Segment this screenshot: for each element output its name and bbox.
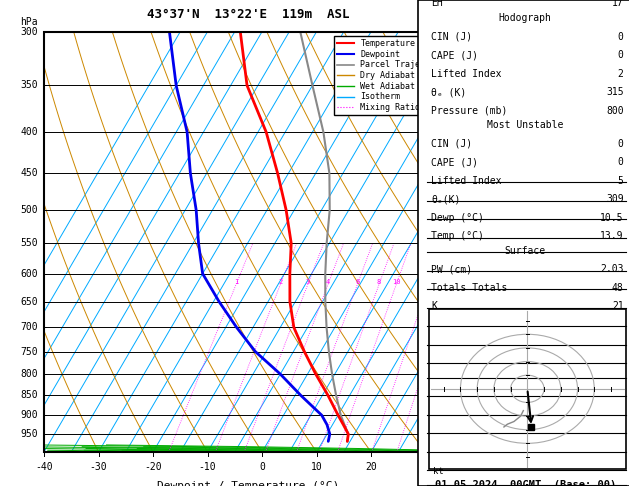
Text: 3: 3	[306, 279, 309, 285]
Text: Hodograph: Hodograph	[499, 13, 552, 23]
Text: 48: 48	[612, 283, 623, 293]
Text: 6: 6	[457, 127, 463, 137]
Text: 20: 20	[365, 463, 377, 472]
Text: 600: 600	[20, 269, 38, 278]
Text: Dewpoint / Temperature (°C): Dewpoint / Temperature (°C)	[157, 482, 340, 486]
Text: Mixing Ratio (g/kg): Mixing Ratio (g/kg)	[471, 191, 480, 293]
Text: 900: 900	[20, 410, 38, 420]
Text: -20: -20	[144, 463, 162, 472]
Text: EH: EH	[431, 0, 443, 8]
Text: 315: 315	[606, 87, 623, 97]
Text: 8: 8	[457, 27, 463, 36]
Text: 5: 5	[457, 205, 463, 215]
Text: Temp (°C): Temp (°C)	[431, 231, 484, 241]
Text: Pressure (mb): Pressure (mb)	[431, 105, 508, 116]
Text: PW (cm): PW (cm)	[431, 264, 472, 275]
Text: θₑ(K): θₑ(K)	[431, 194, 460, 204]
Text: Lifted Index: Lifted Index	[431, 69, 501, 79]
Text: 800: 800	[20, 369, 38, 379]
Text: 309: 309	[606, 194, 623, 204]
Text: kt: kt	[433, 467, 444, 476]
Text: Surface: Surface	[504, 246, 546, 256]
Text: 43°37'N  13°22'E  119m  ASL: 43°37'N 13°22'E 119m ASL	[147, 8, 350, 21]
Text: θₑ (K): θₑ (K)	[431, 87, 466, 97]
Text: 8: 8	[377, 279, 381, 285]
Text: Most Unstable: Most Unstable	[487, 121, 564, 130]
Text: CAPE (J): CAPE (J)	[431, 50, 478, 60]
Text: 400: 400	[20, 127, 38, 137]
Text: 550: 550	[20, 238, 38, 248]
Text: 0: 0	[259, 463, 265, 472]
Text: 700: 700	[20, 322, 38, 332]
Bar	[429, 309, 626, 469]
Text: 1: 1	[234, 279, 238, 285]
Text: 30: 30	[420, 463, 431, 472]
Text: K: K	[431, 301, 437, 312]
Text: 2: 2	[457, 369, 463, 379]
Text: 6: 6	[355, 279, 359, 285]
Text: 5: 5	[618, 176, 623, 186]
Text: 750: 750	[20, 347, 38, 357]
Text: 500: 500	[20, 205, 38, 215]
Text: 650: 650	[20, 296, 38, 307]
Text: CAPE (J): CAPE (J)	[431, 157, 478, 167]
Text: 7: 7	[457, 27, 463, 36]
Text: 300: 300	[20, 27, 38, 36]
Text: 4: 4	[326, 279, 330, 285]
Text: 15: 15	[424, 279, 433, 285]
Text: 1: 1	[457, 410, 463, 420]
Text: 0: 0	[618, 139, 623, 149]
Text: 4: 4	[457, 269, 463, 278]
Text: -30: -30	[90, 463, 108, 472]
Text: km
ASL: km ASL	[455, 9, 471, 27]
Text: LCL: LCL	[457, 436, 475, 446]
Text: 450: 450	[20, 168, 38, 178]
Text: 20: 20	[448, 279, 456, 285]
Text: 13.9: 13.9	[600, 231, 623, 241]
Text: Dewp (°C): Dewp (°C)	[431, 213, 484, 223]
Text: 2: 2	[618, 69, 623, 79]
Legend: Temperature, Dewpoint, Parcel Trajectory, Dry Adiabat, Wet Adiabat, Isotherm, Mi: Temperature, Dewpoint, Parcel Trajectory…	[334, 36, 448, 115]
Text: 2.03: 2.03	[600, 264, 623, 275]
Text: -40: -40	[35, 463, 53, 472]
Text: 10: 10	[311, 463, 323, 472]
Text: Lifted Index: Lifted Index	[431, 176, 501, 186]
Text: 21: 21	[612, 301, 623, 312]
Text: CIN (J): CIN (J)	[431, 32, 472, 42]
Text: 3: 3	[457, 322, 463, 332]
Text: -10: -10	[199, 463, 216, 472]
Text: 950: 950	[20, 429, 38, 439]
Text: 01.05.2024  00GMT  (Base: 00): 01.05.2024 00GMT (Base: 00)	[435, 480, 616, 486]
Text: 10.5: 10.5	[600, 213, 623, 223]
Text: 800: 800	[606, 105, 623, 116]
Text: 0: 0	[618, 50, 623, 60]
Text: 350: 350	[20, 80, 38, 90]
Text: 17: 17	[612, 0, 623, 8]
Text: 850: 850	[20, 390, 38, 400]
Text: hPa: hPa	[20, 17, 38, 27]
Text: CIN (J): CIN (J)	[431, 139, 472, 149]
Text: Totals Totals: Totals Totals	[431, 283, 508, 293]
Text: 10: 10	[392, 279, 400, 285]
Text: 0: 0	[618, 157, 623, 167]
Text: 0: 0	[618, 32, 623, 42]
Text: 2: 2	[278, 279, 282, 285]
